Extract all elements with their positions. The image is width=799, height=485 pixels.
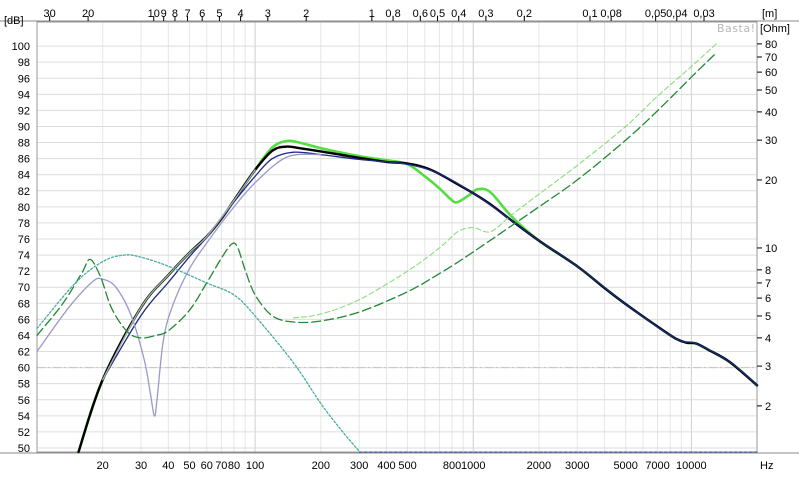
y2-tick-label: 4 xyxy=(765,333,771,345)
x-tick-label: 80 xyxy=(228,460,240,472)
x-tick-label: 5000 xyxy=(613,460,637,472)
y2-tick-label: 2 xyxy=(765,401,771,413)
top-tick-label: 0,03 xyxy=(693,8,714,20)
y-tick-label: 82 xyxy=(18,186,30,198)
x-tick-label: 70 xyxy=(215,460,227,472)
y-tick-label: 86 xyxy=(18,154,30,166)
y-tick-label: 56 xyxy=(18,395,30,407)
y-tick-label: 88 xyxy=(18,138,30,150)
top-axis-label: [m] xyxy=(762,8,777,20)
x-tick-label: 2000 xyxy=(527,460,551,472)
x-tick-label: 300 xyxy=(350,460,368,472)
x-tick-label: 400 xyxy=(377,460,395,472)
y-tick-label: 60 xyxy=(18,363,30,375)
y2-tick-label: 10 xyxy=(765,243,777,255)
y-tick-label: 78 xyxy=(18,218,30,230)
y2-tick-label: 20 xyxy=(765,175,777,187)
top-tick-label: 0,04 xyxy=(666,8,687,20)
y2-tick-label: 70 xyxy=(765,52,777,64)
top-tick-label: 10 xyxy=(148,8,160,20)
top-tick-label: 0,2 xyxy=(517,8,532,20)
top-tick-label: 3 xyxy=(265,8,271,20)
series-line-5 xyxy=(102,169,256,381)
top-tick-label: 6 xyxy=(199,8,205,20)
x-tick-label: 60 xyxy=(201,460,213,472)
y-tick-label: 74 xyxy=(18,250,30,262)
y2-axis-label: [Ohm] xyxy=(760,23,790,35)
y2-tick-label: 80 xyxy=(765,39,777,51)
series-line-9 xyxy=(36,254,360,452)
y-tick-label: 70 xyxy=(18,282,30,294)
top-tick-label: 0,6 xyxy=(413,8,428,20)
x-tick-label: 7000 xyxy=(645,460,669,472)
series-line-7 xyxy=(292,43,717,319)
y-tick-label: 98 xyxy=(18,57,30,69)
y-tick-label: 76 xyxy=(18,234,30,246)
top-tick-label: 0,05 xyxy=(645,8,666,20)
y-tick-label: 50 xyxy=(18,443,30,455)
y-tick-label: 96 xyxy=(18,73,30,85)
y2-tick-label: 40 xyxy=(765,107,777,119)
top-tick-label: 20 xyxy=(82,8,94,20)
y-axis-label: [dB] xyxy=(4,15,24,27)
y2-tick-label: 30 xyxy=(765,135,777,147)
y-tick-label: 100 xyxy=(12,41,30,53)
top-tick-label: 30 xyxy=(44,8,56,20)
y2-tick-label: 3 xyxy=(765,361,771,373)
y-tick-label: 84 xyxy=(18,170,30,182)
y-tick-label: 80 xyxy=(18,202,30,214)
x-tick-label: 10000 xyxy=(676,460,707,472)
y-tick-label: 90 xyxy=(18,121,30,133)
top-tick-label: 9 xyxy=(161,8,167,20)
y2-tick-label: 50 xyxy=(765,85,777,97)
x-tick-label: 50 xyxy=(183,460,195,472)
watermark: Basta! xyxy=(717,22,755,35)
y2-tick-label: 5 xyxy=(765,311,771,323)
x-tick-label: 20 xyxy=(97,460,109,472)
x-tick-label: 200 xyxy=(312,460,330,472)
x-tick-label: 800 xyxy=(443,460,461,472)
grid-layer xyxy=(0,16,799,454)
y-tick-label: 92 xyxy=(18,105,30,117)
x-tick-label: 500 xyxy=(398,460,416,472)
y2-tick-label: 7 xyxy=(765,278,771,290)
series-line-6 xyxy=(36,52,717,339)
y-tick-label: 94 xyxy=(18,89,30,101)
y-tick-label: 64 xyxy=(18,330,30,342)
x-tick-label: 30 xyxy=(135,460,147,472)
top-tick-label: 7 xyxy=(184,8,190,20)
top-tick-label: 2 xyxy=(303,8,309,20)
top-tick-label: 0,3 xyxy=(478,8,493,20)
x-tick-label: 40 xyxy=(162,460,174,472)
y-tick-label: 62 xyxy=(18,347,30,359)
x-axis-label: Hz xyxy=(760,460,773,472)
top-tick-label: 0,4 xyxy=(451,8,466,20)
x-tick-label: 3000 xyxy=(565,460,589,472)
top-tick-label: 0,5 xyxy=(430,8,445,20)
y2-tick-label: 6 xyxy=(765,293,771,305)
top-tick-label: 8 xyxy=(172,8,178,20)
top-tick-label: 1 xyxy=(369,8,375,20)
top-tick-label: 5 xyxy=(216,8,222,20)
top-tick-label: 0,08 xyxy=(600,8,621,20)
y-tick-label: 68 xyxy=(18,298,30,310)
y-tick-label: 52 xyxy=(18,427,30,439)
top-tick-label: 0,8 xyxy=(385,8,400,20)
series-line-3 xyxy=(102,151,758,386)
y2-tick-label: 60 xyxy=(765,67,777,79)
y-tick-label: 58 xyxy=(18,379,30,391)
top-tick-label: 4 xyxy=(238,8,244,20)
y-tick-label: 54 xyxy=(18,411,30,423)
label-layer: [dB] [Ohm] [m] Hz Basta! 30 20 10 9 8 7 6 5 4 3 2 1… xyxy=(4,8,790,472)
top-tick-label: 0,1 xyxy=(582,8,597,20)
curve-layer xyxy=(36,43,759,454)
y-tick-label: 66 xyxy=(18,314,30,326)
x-tick-label: 1000 xyxy=(461,460,485,472)
y2-tick-label: 8 xyxy=(765,265,771,277)
y-tick-label: 72 xyxy=(18,266,30,278)
x-tick-label: 100 xyxy=(246,460,264,472)
